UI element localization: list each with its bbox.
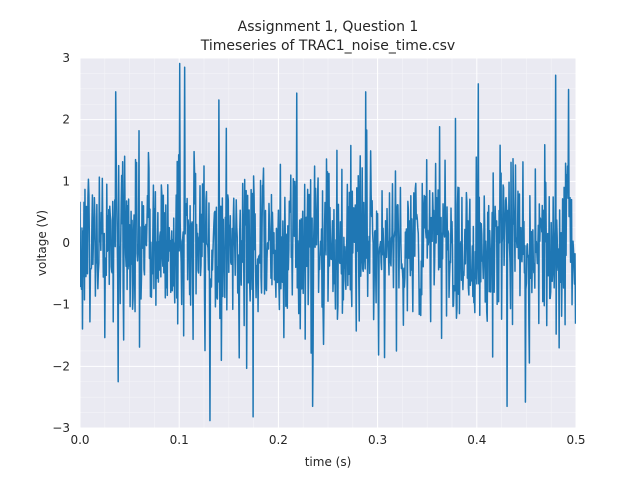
- x-axis-ticks: 0.0 0.1 0.2 0.3 0.4 0.5: [70, 433, 585, 447]
- x-tick-label: 0.1: [170, 433, 189, 447]
- y-tick-label: −3: [52, 421, 70, 435]
- y-tick-label: 3: [62, 51, 70, 65]
- y-tick-label: −1: [52, 298, 70, 312]
- y-tick-label: 0: [62, 236, 70, 250]
- x-tick-label: 0.5: [566, 433, 585, 447]
- x-tick-label: 0.2: [269, 433, 288, 447]
- chart-subtitle: Timeseries of TRAC1_noise_time.csv: [200, 38, 455, 54]
- x-tick-label: 0.3: [368, 433, 387, 447]
- y-tick-label: 2: [62, 113, 70, 127]
- y-axis-label: voltage (V): [35, 210, 49, 276]
- y-tick-label: 1: [62, 174, 70, 188]
- y-tick-label: −2: [52, 359, 70, 373]
- x-tick-label: 0.0: [70, 433, 89, 447]
- x-axis-label: time (s): [305, 455, 352, 469]
- x-tick-label: 0.4: [467, 433, 486, 447]
- chart-title: Assignment 1, Question 1: [238, 19, 419, 35]
- y-axis-ticks: 3 2 1 0 −1 −2 −3: [52, 51, 70, 435]
- series-line: [80, 62, 576, 422]
